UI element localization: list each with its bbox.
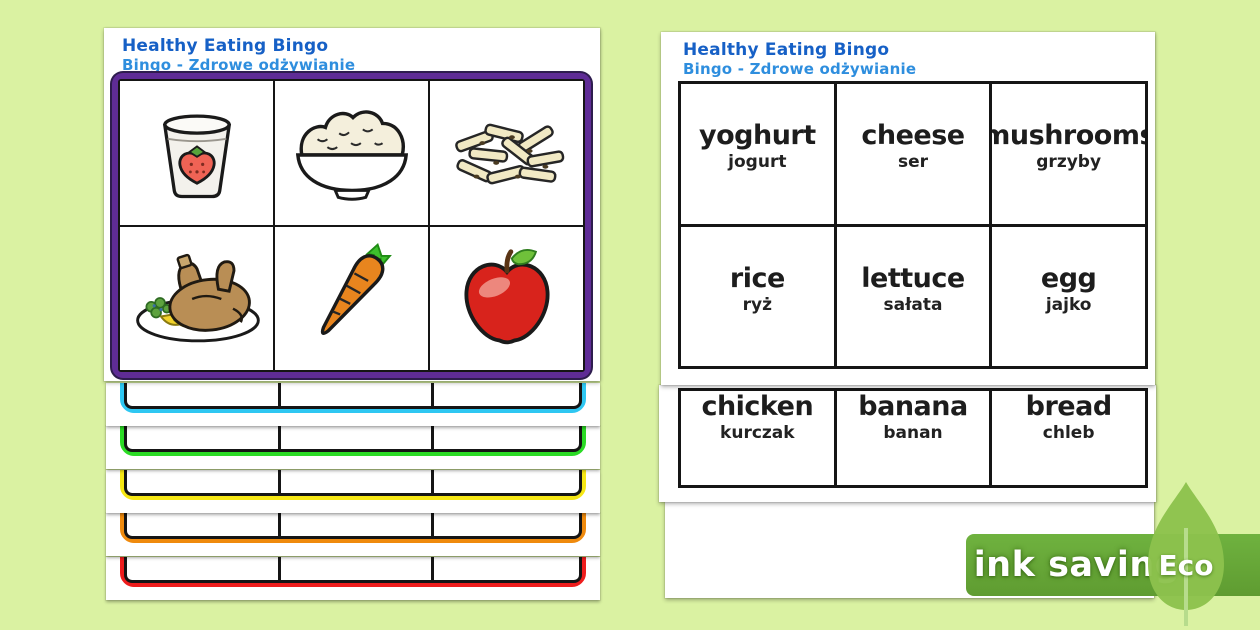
- page-title: Healthy Eating Bingo: [683, 40, 890, 60]
- stacked-page-red: [105, 556, 601, 601]
- roast-chicken-image: [135, 254, 260, 343]
- grid-divider: [277, 557, 281, 580]
- stacked-page-yellow: [105, 469, 601, 514]
- page-subtitle: Bingo - Zdrowe odżywianie: [683, 60, 917, 78]
- ink-saving-label: ink saving: [973, 545, 1181, 585]
- grid-divider: [277, 513, 281, 536]
- bingo-cell-egg-word: egg jajko: [992, 226, 1145, 366]
- polish-word: sałata: [883, 294, 943, 315]
- page-subtitle: Bingo - Zdrowe odżywianie: [122, 56, 356, 74]
- polish-word: jogurt: [728, 152, 787, 173]
- english-word: lettuce: [861, 262, 965, 294]
- eco-leaf-icon: [1148, 482, 1224, 626]
- polish-word: banan: [883, 423, 943, 444]
- grid-divider: [277, 470, 281, 493]
- english-word: mushrooms: [992, 120, 1145, 151]
- english-word: rice: [729, 262, 785, 294]
- carrot-image: [320, 243, 392, 336]
- polish-word: ryż: [742, 294, 773, 315]
- preview-page-picture-card: Healthy Eating Bingo Bingo - Zdrowe odży…: [103, 27, 601, 382]
- bingo-cell-cheese-word: cheese ser: [836, 84, 990, 224]
- bingo-cell-chicken: [120, 226, 273, 370]
- grid-divider: [430, 557, 434, 580]
- preview-page-word-card-overflow: chicken kurczak banana banan bread chleb: [658, 384, 1157, 503]
- yellow-card-border: [120, 470, 586, 500]
- word-bingo-grid-overflow-row: chicken kurczak banana banan bread chleb: [678, 388, 1148, 488]
- polish-word: grzyby: [1036, 152, 1102, 173]
- bingo-cell-yoghurt: [120, 81, 273, 225]
- bingo-cell-bread-word: bread chleb: [992, 391, 1145, 485]
- grid-divider: [277, 383, 281, 406]
- grid-divider: [430, 513, 434, 536]
- yellow-card-grid: [124, 470, 582, 496]
- grid-divider: [277, 426, 281, 449]
- word-bingo-grid: yoghurt jogurt cheese ser mushrooms grzy…: [678, 81, 1148, 369]
- eco-label: Eco: [1158, 549, 1214, 582]
- bingo-cell-chicken-word: chicken kurczak: [681, 391, 834, 485]
- orange-card-border: [120, 513, 586, 543]
- bingo-cell-banana-word: banana banan: [836, 391, 990, 485]
- orange-card-grid: [124, 513, 582, 539]
- blue-card-border: [120, 383, 586, 413]
- english-word: bread: [1025, 391, 1113, 422]
- bingo-cell-mushrooms-word: mushrooms grzyby: [992, 84, 1145, 224]
- rice-bowl-image: [295, 110, 408, 201]
- red-card-border: [120, 557, 586, 587]
- english-word: banana: [858, 391, 968, 422]
- yoghurt-pot-image: [162, 114, 231, 198]
- green-card-border: [120, 426, 586, 456]
- blue-card-grid: [124, 383, 582, 409]
- stacked-page-orange: [105, 512, 601, 557]
- polish-word: kurczak: [720, 423, 795, 444]
- picture-bingo-grid: [118, 79, 585, 372]
- pasta-image: [454, 123, 564, 185]
- grid-divider: [430, 426, 434, 449]
- english-word: yoghurt: [699, 120, 816, 151]
- apple-image: [464, 249, 549, 345]
- stacked-page-green: [105, 425, 601, 470]
- grid-divider: [430, 383, 434, 406]
- stacked-page-blue: [105, 382, 601, 427]
- page-title: Healthy Eating Bingo: [122, 36, 329, 56]
- bingo-cell-rice: [275, 81, 428, 225]
- bingo-cell-lettuce-word: lettuce sałata: [836, 226, 990, 366]
- green-card-grid: [124, 426, 582, 452]
- polish-word: ser: [897, 152, 929, 173]
- bingo-cell-apple: [430, 226, 583, 370]
- bingo-cell-yoghurt-word: yoghurt jogurt: [681, 84, 834, 224]
- preview-page-word-card: Healthy Eating Bingo Bingo - Zdrowe odży…: [660, 31, 1156, 386]
- polish-word: jajko: [1045, 294, 1092, 315]
- english-word: egg: [1040, 262, 1097, 294]
- bingo-cell-pasta: [430, 81, 583, 225]
- picture-bingo-card: [112, 73, 591, 378]
- bingo-cell-rice-word: rice ryż: [681, 226, 834, 366]
- red-card-grid: [124, 557, 582, 583]
- grid-divider: [430, 470, 434, 493]
- bingo-cell-carrot: [275, 226, 428, 370]
- english-word: cheese: [861, 120, 965, 151]
- english-word: chicken: [701, 391, 814, 422]
- polish-word: chleb: [1042, 423, 1095, 444]
